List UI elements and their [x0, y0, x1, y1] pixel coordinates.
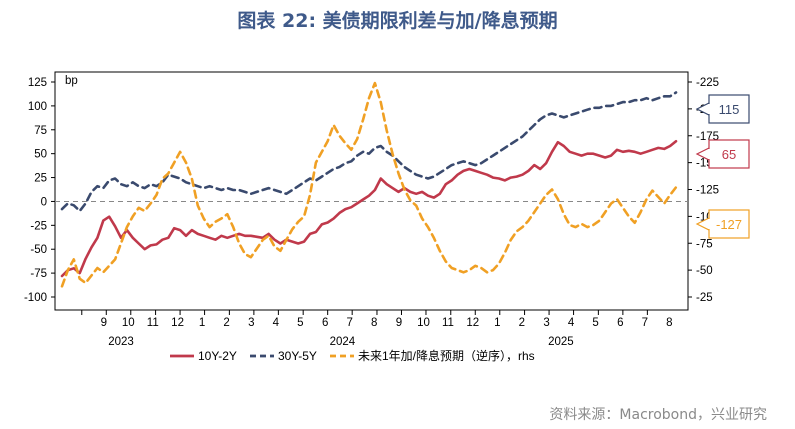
x-year-label: 2025 [548, 336, 574, 348]
left-tick-label: 125 [28, 77, 47, 89]
x-month-label: 4 [568, 317, 575, 329]
left-tick-label: -100 [24, 292, 47, 304]
right-tick-label: -125 [696, 185, 719, 197]
x-month-label: 6 [617, 317, 623, 329]
legend-label-2: 未来1年加/降息预期（逆序），rhs [358, 348, 535, 363]
callout-value: 65 [722, 147, 736, 162]
x-month-label: 7 [346, 317, 352, 329]
left-tick-label: 0 [41, 196, 47, 208]
right-tick-label: -225 [696, 77, 719, 89]
left-tick-label: -50 [30, 244, 47, 256]
left-tick-label: 75 [34, 125, 47, 137]
x-month-label: 10 [122, 317, 135, 329]
chart-callouts: 115 65 -127 [695, 94, 750, 239]
chart-plot [55, 81, 688, 288]
x-month-label: 3 [248, 317, 254, 329]
x-month-label: 2 [223, 317, 229, 329]
chart-axes: 1251007550250-25-50-75-100bp-225-200-175… [24, 71, 719, 348]
x-month-label: 10 [417, 317, 430, 329]
left-unit-label: bp [65, 75, 78, 87]
legend-label-1: 30Y-5Y [278, 349, 317, 363]
x-month-label: 9 [101, 317, 107, 329]
left-tick-label: 25 [34, 173, 47, 185]
x-month-label: 8 [371, 317, 377, 329]
callout-value: 115 [719, 102, 740, 117]
plot-frame [54, 71, 689, 311]
x-month-label: 12 [466, 317, 479, 329]
right-tick-label: -50 [696, 265, 713, 277]
x-month-label: 2 [519, 317, 525, 329]
x-month-label: 9 [396, 317, 402, 329]
x-month-label: 6 [322, 317, 328, 329]
x-month-label: 5 [592, 317, 598, 329]
right-tick-label: -75 [696, 238, 713, 250]
x-month-label: 3 [543, 317, 549, 329]
series-line-0 [60, 139, 678, 278]
source-note: 资料来源：Macrobond，兴业研究 [549, 407, 767, 423]
callout-value: -127 [716, 217, 742, 232]
chart-title: 图表 22: 美债期限利差与加/降息预期 [237, 10, 558, 32]
x-month-label: 1 [494, 317, 500, 329]
series-line-2 [60, 81, 678, 288]
x-year-label: 2024 [330, 336, 356, 348]
chart-legend: 10Y-2Y 30Y-5Y 未来1年加/降息预期（逆序），rhs [170, 348, 535, 363]
x-year-label: 2023 [108, 336, 134, 348]
legend-label-0: 10Y-2Y [198, 349, 237, 363]
left-tick-label: 100 [28, 101, 47, 113]
callout-box [708, 209, 750, 239]
right-tick-label: -25 [696, 292, 713, 304]
x-month-label: 1 [199, 317, 205, 329]
left-tick-label: -25 [30, 220, 47, 232]
left-tick-label: -75 [30, 268, 47, 280]
x-month-label: 5 [297, 317, 303, 329]
x-month-label: 8 [666, 317, 672, 329]
x-month-label: 12 [171, 317, 184, 329]
left-tick-label: 50 [34, 149, 47, 161]
x-month-label: 11 [147, 317, 159, 329]
series-line-1 [60, 91, 678, 213]
x-month-label: 4 [273, 317, 280, 329]
callout-2: -127 [695, 209, 750, 239]
callout-box [708, 94, 750, 124]
x-month-label: 11 [442, 317, 454, 329]
x-month-label: 7 [642, 317, 648, 329]
callout-box [708, 139, 750, 169]
callout-1: 65 [695, 139, 750, 169]
callout-0: 115 [695, 94, 750, 124]
